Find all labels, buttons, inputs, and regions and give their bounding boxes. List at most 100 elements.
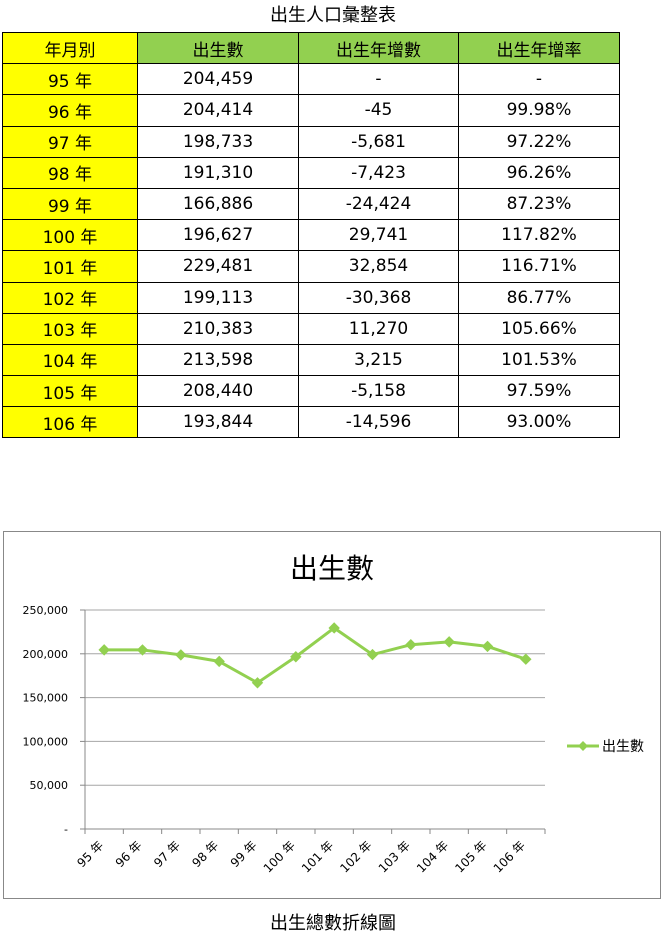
cell-month: 99 年: [2, 187, 138, 221]
cell-yearly-rate: 105.66%: [458, 312, 620, 345]
data-point: [481, 640, 494, 653]
header-yearly-rate: 出生年增率: [458, 31, 620, 65]
cell-births: 196,627: [137, 219, 299, 252]
data-point: [328, 622, 340, 634]
y-tick-label: 100,000: [23, 735, 69, 748]
header-yearly-change: 出生年增數: [298, 31, 459, 65]
cell-yearly-rate: 87.23%: [458, 187, 620, 221]
cell-month: 100 年: [2, 219, 138, 252]
x-tick-label: 97 年: [151, 838, 183, 870]
cell-yearly-rate: 101.53%: [458, 343, 620, 377]
table-row: 100 年 196,627 29,741 117.82%: [2, 219, 620, 252]
data-point: [136, 644, 149, 656]
cell-yearly-change: -45: [298, 94, 459, 127]
legend-label: 出生數: [602, 739, 644, 755]
cell-month: 102 年: [2, 281, 138, 314]
cell-yearly-change: -24,424: [298, 187, 459, 221]
chart-title: 出生數: [290, 552, 374, 585]
table-row: 99 年 166,886 -24,424 87.23%: [2, 187, 620, 221]
header-births: 出生數: [137, 31, 299, 65]
cell-month: 106 年: [2, 406, 138, 439]
cell-births: 204,459: [137, 63, 299, 96]
data-point: [251, 677, 264, 689]
birth-population-table: 年月別 出生數 出生年增數 出生年增率 95 年 204,459- -96 年 204,41…: [2, 31, 620, 439]
x-tick-label: 95 年: [74, 838, 106, 870]
cell-births: 229,481: [137, 250, 299, 283]
x-tick-label: 105 年: [452, 838, 489, 875]
x-tick-label: 103 年: [376, 838, 413, 875]
table-header-row: 年月別 出生數 出生年增數 出生年增率: [2, 31, 620, 65]
cell-yearly-change: -5,681: [298, 125, 459, 158]
cell-births: 213,598: [137, 343, 299, 377]
cell-month: 103 年: [2, 312, 138, 345]
cell-yearly-change: -7,423: [298, 156, 459, 189]
cell-births: 210,383: [137, 312, 299, 345]
chart-frame: 出生數 - 50,000 100,000 150,000 200,000 250,000 95…: [3, 531, 661, 899]
cell-births: 198,733: [137, 125, 299, 158]
y-tick-label: -: [64, 823, 68, 836]
cell-yearly-rate: 97.22%: [458, 125, 620, 158]
cell-births: 199,113: [137, 281, 299, 314]
cell-yearly-change: 11,270: [298, 312, 459, 345]
cell-births: 193,844: [137, 406, 299, 439]
data-point: [213, 655, 225, 668]
cell-yearly-change: 3,215: [298, 343, 459, 377]
cell-month: 101 年: [2, 250, 138, 283]
table-row: 98 年 191,310 -7,423 96.26%: [2, 156, 620, 189]
cell-yearly-rate: 96.26%: [458, 156, 620, 189]
x-tick-label: 100 年: [261, 838, 298, 875]
data-point: [520, 653, 532, 665]
cell-month: 104 年: [2, 343, 138, 377]
table-row: 96 年 204,414 -45 99.98%: [2, 94, 620, 127]
births-line-chart: 出生數 - 50,000 100,000 150,000 200,000 250,000 95…: [23, 552, 645, 876]
cell-yearly-rate: 117.82%: [458, 219, 620, 252]
x-tick-label: 98 年: [189, 838, 221, 870]
y-tick-label: 50,000: [30, 779, 69, 792]
cell-births: 208,440: [137, 375, 299, 408]
table-row: 103 年 210,383 11,270 105.66%: [2, 312, 620, 345]
cell-yearly-rate: 116.71%: [458, 250, 620, 283]
table-title: 出生人口彙整表: [270, 5, 396, 26]
x-tick-label: 106 年: [491, 838, 528, 875]
series-line: [104, 626, 527, 685]
table-row: 106 年 193,844 -14,596 93.00%: [2, 406, 620, 439]
cell-yearly-rate: 93.00%: [458, 406, 620, 439]
table-row: 105 年 208,440 -5,158 97.59%: [2, 375, 620, 408]
table-row: 104 年 213,598 3,215 101.53%: [2, 343, 620, 377]
cell-yearly-change: -14,596: [298, 406, 459, 439]
chart-caption: 出生總數折線圖: [270, 913, 396, 934]
cell-yearly-change: 32,854: [298, 250, 459, 283]
cell-month: 95 年: [2, 63, 138, 96]
table-body: 95 年 204,459- -96 年 204,414 -45 99.98% 97 年 198…: [2, 63, 620, 439]
table-row: 97 年 198,733 -5,681 97.22%: [2, 125, 620, 158]
x-tick-label: 99 年: [228, 838, 260, 870]
data-point: [98, 644, 110, 656]
cell-month: 98 年: [2, 156, 138, 189]
y-tick-label: 200,000: [23, 648, 69, 661]
cell-yearly-change: -: [298, 63, 459, 96]
cell-births: 166,886: [137, 187, 299, 221]
data-point: [175, 649, 187, 661]
table-row: 101 年 229,481 32,854 116.71%: [2, 250, 620, 283]
data-point: [405, 638, 417, 651]
x-tick-label: 101 年: [299, 838, 336, 875]
table-row: 102 年 199,113 -30,368 86.77%: [2, 281, 620, 314]
cell-month: 105 年: [2, 375, 138, 408]
cell-births: 204,414: [137, 94, 299, 127]
x-tick-label: 104 年: [414, 838, 451, 875]
x-tick-label: 102 年: [337, 838, 374, 875]
data-point: [366, 648, 379, 661]
table-row: 95 年 204,459- -: [2, 63, 620, 96]
cell-yearly-rate: -: [458, 63, 620, 96]
cell-yearly-change: -30,368: [298, 281, 459, 314]
data-point: [443, 636, 455, 648]
y-tick-label: 150,000: [23, 692, 69, 705]
cell-yearly-rate: 99.98%: [458, 94, 620, 127]
cell-month: 96 年: [2, 94, 138, 127]
y-tick-label: 250,000: [23, 604, 69, 617]
legend-marker: [578, 741, 588, 751]
cell-yearly-change: -5,158: [298, 375, 459, 408]
cell-yearly-rate: 86.77%: [458, 281, 620, 314]
x-tick-label: 96 年: [113, 838, 145, 870]
header-month: 年月別: [2, 31, 138, 65]
